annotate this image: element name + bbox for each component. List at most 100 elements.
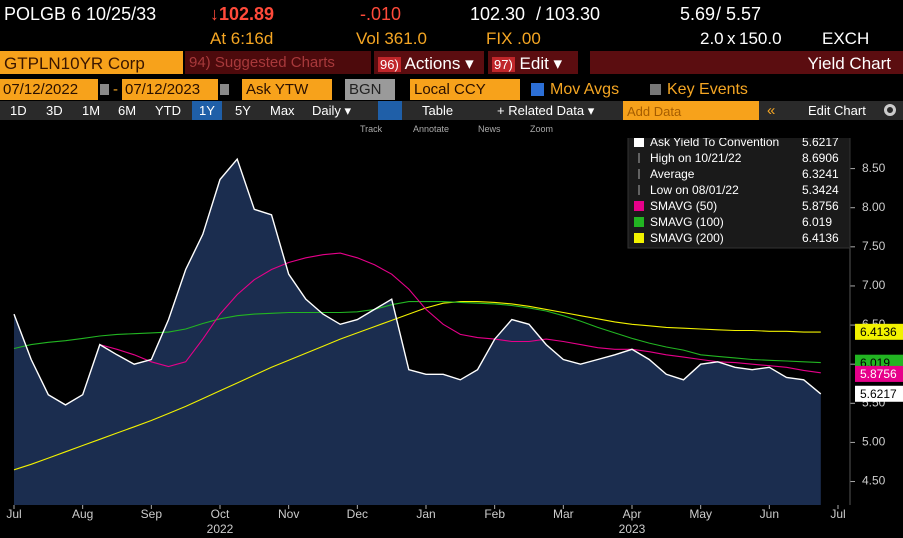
pricing-select[interactable]: BGN bbox=[345, 79, 395, 100]
add-data-input[interactable]: Add Data bbox=[623, 101, 759, 120]
area-fill bbox=[14, 159, 821, 505]
edit-chart[interactable]: Edit Chart bbox=[808, 103, 866, 118]
legend-value: 6.019 bbox=[802, 215, 832, 229]
ticker: POLGB 6 10/25/33 bbox=[4, 4, 157, 24]
view-title: Yield Chart bbox=[807, 54, 891, 73]
actions-button[interactable]: 96) Actions ▾ bbox=[374, 51, 484, 74]
size-bid: 2.0 bbox=[700, 29, 724, 48]
field-select[interactable]: Ask YTW bbox=[242, 79, 332, 100]
view-title-bar: Yield Chart bbox=[590, 51, 903, 74]
x-tick-label: Oct bbox=[211, 507, 230, 521]
y-tick-label: 7.50 bbox=[862, 239, 886, 253]
range-button[interactable]: 1D bbox=[10, 103, 27, 118]
range-button[interactable]: 1Y bbox=[199, 103, 215, 118]
mov-avgs-checkbox[interactable] bbox=[531, 83, 544, 96]
collapse[interactable]: « bbox=[767, 102, 776, 119]
legend-value: 5.8756 bbox=[802, 199, 839, 213]
date-separator: - bbox=[113, 81, 118, 98]
mov-avgs: Mov Avgs bbox=[550, 81, 620, 98]
table-button[interactable]: Table bbox=[422, 103, 454, 118]
last-value-tag bbox=[855, 323, 903, 340]
x-tick-label: Dec bbox=[347, 507, 368, 521]
chart-type-icon[interactable] bbox=[378, 101, 402, 120]
legend-value: 8.6906 bbox=[802, 151, 839, 165]
key-events-checkbox[interactable] bbox=[650, 84, 661, 95]
add-data: Add Data bbox=[627, 104, 682, 119]
range-button[interactable]: YTD bbox=[155, 103, 181, 118]
size-ask: 150.0 bbox=[739, 29, 782, 48]
legend-swatch bbox=[634, 138, 644, 147]
time: At 6:16d bbox=[210, 29, 274, 48]
legend-box bbox=[627, 138, 851, 249]
x-tick-label: Feb bbox=[484, 507, 505, 521]
end-date-text: 07/12/2023 bbox=[125, 81, 201, 98]
last-value-tag bbox=[855, 385, 903, 402]
last-value-tag bbox=[855, 365, 903, 382]
legend-label: Low on 08/01/22 bbox=[650, 183, 739, 197]
start-date[interactable]: 07/12/2022 bbox=[0, 79, 98, 100]
field: Ask YTW bbox=[246, 81, 309, 98]
settings-icon[interactable] bbox=[884, 104, 896, 116]
volume: Vol 361.0 bbox=[356, 29, 427, 48]
legend-label: SMAVG (200) bbox=[650, 231, 724, 245]
source: EXCH bbox=[822, 29, 870, 48]
y-tick-label: 4.50 bbox=[862, 474, 886, 488]
suggested-button[interactable]: 94) Suggested Charts bbox=[185, 51, 371, 74]
pricing: BGN bbox=[349, 81, 382, 98]
legend-label: Average bbox=[650, 167, 695, 181]
x-tick-label: Jun bbox=[760, 507, 779, 521]
edit-button[interactable]: 97) Edit ▾ bbox=[488, 51, 578, 74]
range-button[interactable]: 1M bbox=[82, 103, 101, 118]
y-tick-label: 8.00 bbox=[862, 200, 886, 214]
tool[interactable]: News bbox=[478, 124, 501, 134]
yield-bid: 5.69 bbox=[680, 4, 716, 24]
legend-value: 5.6217 bbox=[802, 138, 839, 149]
size-sep: x bbox=[727, 29, 736, 48]
frequency[interactable]: Daily ▾ bbox=[312, 103, 352, 118]
x-tick-label: Jul bbox=[6, 507, 21, 521]
separator: / bbox=[536, 4, 542, 24]
tool[interactable]: Annotate bbox=[413, 124, 450, 134]
series-line bbox=[13, 157, 822, 406]
series-line bbox=[13, 301, 821, 364]
y-tick-label: 7.00 bbox=[862, 278, 886, 292]
start-date-text: 07/12/2022 bbox=[3, 81, 79, 98]
x-tick-label: Aug bbox=[72, 507, 93, 521]
legend-label: High on 10/21/22 bbox=[650, 151, 742, 165]
related-data[interactable]: + Related Data ▾ bbox=[497, 103, 595, 118]
legend-value: 6.4136 bbox=[802, 231, 839, 245]
chart: 4.505.005.506.006.507.007.508.008.509.00… bbox=[6, 138, 903, 536]
legend-label: Ask Yield To Convention bbox=[650, 138, 779, 149]
legend-label: SMAVG (50) bbox=[650, 199, 717, 213]
actions-number: 96) bbox=[378, 57, 401, 72]
calendar-icon[interactable] bbox=[220, 84, 229, 95]
range-button[interactable]: 3D bbox=[46, 103, 63, 118]
range-button[interactable]: 5Y bbox=[235, 103, 251, 118]
x-tick-label: Jan bbox=[416, 507, 435, 521]
key-events: Key Events bbox=[667, 81, 748, 98]
legend-label: SMAVG (100) bbox=[650, 215, 724, 229]
currency-select[interactable]: Local CCY bbox=[410, 79, 520, 100]
last-value-label: 5.8756 bbox=[860, 367, 897, 381]
range-button[interactable]: Max bbox=[270, 103, 295, 118]
price: ↓102.89 bbox=[210, 4, 275, 24]
security-field[interactable]: GTPLN10YR Corp bbox=[0, 51, 183, 74]
y-tick-label: 5.00 bbox=[862, 435, 886, 449]
fix: FIX .00 bbox=[486, 29, 541, 48]
legend-swatch bbox=[634, 217, 644, 227]
x-tick-label: Jul bbox=[830, 507, 845, 521]
y-tick-label: 8.50 bbox=[862, 161, 886, 175]
tool[interactable]: Zoom bbox=[530, 124, 554, 134]
series-line bbox=[99, 252, 821, 374]
calendar-icon[interactable] bbox=[100, 84, 109, 95]
end-date[interactable]: 07/12/2023 bbox=[122, 79, 218, 100]
x-tick-label: Mar bbox=[553, 507, 574, 521]
tool[interactable]: Track bbox=[360, 124, 383, 134]
series-line bbox=[13, 301, 821, 471]
range-button[interactable]: 6M bbox=[118, 103, 137, 118]
yield-ask: 5.57 bbox=[726, 4, 762, 24]
legend-swatch bbox=[634, 233, 644, 243]
legend-value: 5.3424 bbox=[802, 183, 839, 197]
year-label: 2023 bbox=[619, 522, 646, 536]
